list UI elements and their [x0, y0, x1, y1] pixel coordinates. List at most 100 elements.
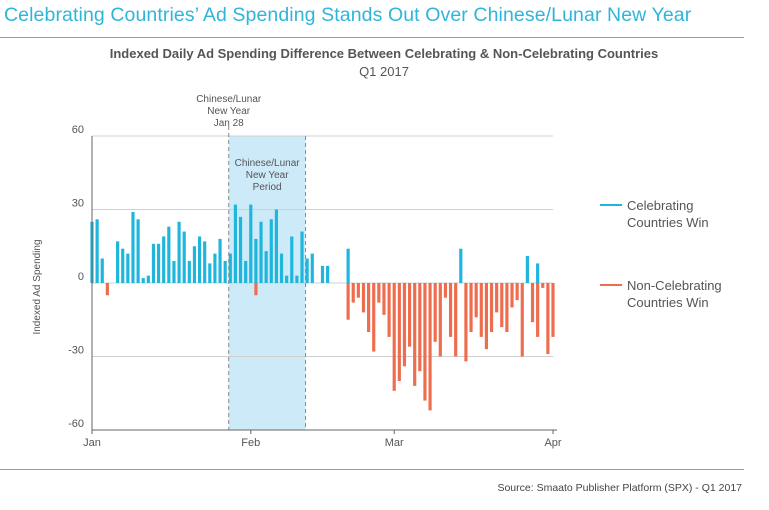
celebrating-bar [197, 236, 202, 283]
celebrating-bar [182, 231, 186, 283]
celebrating-bar [459, 248, 463, 283]
non-celebrating-bar [505, 283, 509, 332]
non-celebrating-bar [448, 283, 453, 337]
non-celebrating-bar [428, 283, 432, 411]
non-celebrating-bar [530, 283, 535, 323]
y-tick-label: 30 [72, 198, 84, 210]
celebrating-bar [131, 211, 135, 283]
new-year-date-label: Chinese/Lunar [196, 94, 262, 105]
celebrating-bar [157, 243, 161, 283]
non-celebrating-bar [495, 283, 499, 313]
holiday-period-label: Period [253, 182, 282, 193]
non-celebrating-bar [397, 283, 401, 381]
non-celebrating-bar [515, 283, 519, 301]
non-celebrating-bar [372, 283, 376, 352]
new-year-date-label: Jan 28 [214, 118, 244, 129]
celebrating-bar [151, 243, 156, 283]
celebrating-bar [326, 265, 330, 283]
non-celebrating-bar [402, 283, 407, 367]
non-celebrating-bar [382, 283, 386, 315]
celebrating-bar [238, 216, 243, 283]
celebrating-bar [310, 253, 314, 283]
celebrating-bar [177, 221, 181, 283]
new-year-date-label: New Year [207, 106, 250, 117]
celebrating-bar [172, 260, 176, 283]
y-axis-label: Indexed Ad Spending [32, 239, 43, 334]
y-tick-label: -60 [68, 418, 84, 430]
non-celebrating-bar [367, 283, 371, 332]
legend-swatch-celebrating [600, 204, 622, 206]
celebrating-bar [228, 253, 232, 283]
x-tick-label: Feb [241, 437, 260, 449]
non-celebrating-bar [346, 283, 350, 320]
celebrating-bar [162, 236, 166, 283]
non-celebrating-bar [510, 283, 514, 308]
celebrating-bar [136, 219, 140, 283]
non-celebrating-bar [489, 283, 494, 332]
celebrating-bar [290, 236, 294, 283]
legend-label-non-celebrating: Non-Celebrating Countries Win [627, 278, 722, 310]
x-tick-label: Apr [544, 437, 561, 449]
page-headline: Celebrating Countries’ Ad Spending Stand… [4, 4, 692, 26]
celebrating-bar [525, 256, 529, 283]
celebrating-bar [244, 260, 248, 283]
top-divider [0, 37, 744, 38]
non-celebrating-bar [500, 283, 504, 328]
celebrating-bar [300, 231, 304, 283]
celebrating-bar [121, 248, 125, 283]
celebrating-bar [167, 226, 171, 283]
non-celebrating-bar [536, 283, 540, 337]
legend-swatch-non-celebrating [600, 284, 622, 286]
y-tick-label: 60 [72, 124, 84, 136]
x-tick-label: Jan [83, 437, 101, 449]
celebrating-bar [100, 258, 104, 283]
celebrating-bar [192, 246, 197, 283]
celebrating-bar [116, 241, 120, 283]
non-celebrating-bar [454, 283, 458, 357]
celebrating-bar [249, 204, 253, 283]
ad-spending-chart: Indexed Daily Ad Spending Difference Bet… [32, 46, 659, 449]
legend-label-celebrating: Celebrating Countries Win [627, 198, 709, 230]
non-celebrating-bar [469, 283, 473, 332]
celebrating-bar [285, 275, 289, 283]
non-celebrating-bar [351, 283, 355, 303]
celebrating-bar [141, 278, 145, 283]
non-celebrating-bar [105, 283, 109, 296]
non-celebrating-bar [387, 283, 391, 337]
source-note: Source: Smaato Publisher Platform (SPX) … [497, 482, 742, 494]
celebrating-bar [305, 258, 309, 283]
celebrating-bar [269, 219, 273, 283]
non-celebrating-bar [551, 283, 555, 337]
non-celebrating-bar [520, 283, 524, 357]
non-celebrating-bar [407, 283, 412, 347]
celebrating-bar [274, 209, 278, 283]
chart-subtitle: Q1 2017 [359, 64, 409, 79]
celebrating-bar [295, 275, 299, 283]
chart-title: Indexed Daily Ad Spending Difference Bet… [110, 46, 659, 61]
non-celebrating-bar [464, 283, 468, 362]
non-celebrating-bar [546, 283, 550, 355]
non-celebrating-bar [377, 283, 381, 303]
non-celebrating-bar [438, 283, 442, 357]
non-celebrating-bar [356, 283, 360, 298]
celebrating-bar [223, 260, 227, 283]
y-tick-label: 0 [78, 271, 84, 283]
non-celebrating-bar [418, 283, 422, 372]
non-celebrating-bar [541, 283, 545, 288]
non-celebrating-bar [433, 283, 437, 342]
celebrating-bar [95, 219, 99, 283]
celebrating-bar [233, 204, 238, 283]
celebrating-bar [264, 251, 268, 283]
y-tick-label: -30 [68, 345, 84, 357]
celebrating-bar [218, 238, 222, 283]
celebrating-bar [208, 263, 212, 283]
celebrating-bar [254, 238, 258, 283]
non-celebrating-bar [443, 283, 448, 298]
celebrating-bar [203, 241, 207, 283]
celebrating-bar [126, 253, 130, 283]
holiday-period-label: New Year [246, 170, 289, 181]
non-celebrating-bar [361, 283, 366, 313]
non-celebrating-bar [254, 283, 258, 296]
non-celebrating-bar [474, 283, 478, 318]
holiday-period-label: Chinese/Lunar [235, 158, 301, 169]
